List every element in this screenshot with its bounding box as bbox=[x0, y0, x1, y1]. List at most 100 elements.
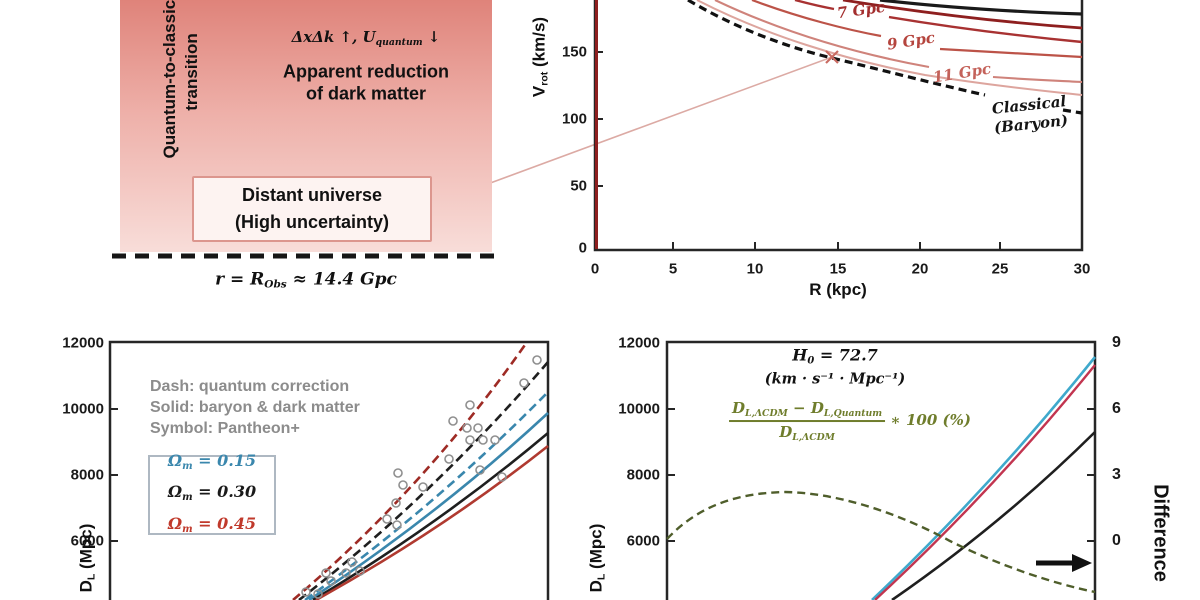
curve-5gpc bbox=[842, 0, 1083, 30]
hubble-ytick-12000: 12000 bbox=[62, 334, 104, 352]
uncertainty-eq-sub: quantum bbox=[375, 36, 423, 48]
robs-equation: r = RObs ≈ 14.4 Gpc bbox=[215, 269, 397, 290]
difference-ylabel: DL (Mpc) bbox=[586, 524, 607, 593]
hubble-solid-blue bbox=[308, 412, 549, 600]
pantheon-scatter bbox=[301, 355, 542, 599]
hubble-ytick-6000: 6000 bbox=[70, 532, 104, 550]
hubble-legend-notes: Dash: quantum correction Solid: baryon &… bbox=[150, 376, 360, 439]
formula-n2: D bbox=[810, 399, 824, 418]
formula-d1: D bbox=[779, 423, 793, 441]
rotation-xtick-10: 10 bbox=[746, 260, 764, 278]
difference-formula: DL,ΛCDM − DL,Quantum DL,ΛCDM ∗ 100 (%) bbox=[729, 399, 971, 443]
omega-030-sub: m bbox=[182, 492, 193, 504]
omega-row-015: Ωm = 0.15 bbox=[168, 448, 256, 479]
difference-right-axis-label: Difference bbox=[1149, 484, 1172, 582]
difference-rtick-3: 3 bbox=[1112, 466, 1121, 483]
h0-units: (km · s⁻¹ · Mpc⁻¹) bbox=[764, 370, 906, 388]
hubble-ylabel-sub: L bbox=[85, 573, 98, 581]
right-axis-arrow-icon bbox=[1072, 554, 1092, 572]
omega-045-sub: m bbox=[182, 523, 193, 535]
omega-015-symbol: Ω bbox=[167, 451, 183, 471]
curve-7gpc bbox=[794, 0, 1083, 44]
rotated-label-line1: Quantum-to-classical bbox=[160, 0, 179, 159]
omega-030-value: = 0.30 bbox=[192, 482, 257, 502]
curve-9gpc bbox=[751, 0, 1083, 59]
rotation-xlabel: R (kpc) bbox=[809, 280, 867, 299]
formula-n1: D bbox=[732, 399, 746, 418]
difference-ylabel-sub: L bbox=[595, 573, 608, 581]
distant-universe-line1: Distant universe bbox=[241, 185, 383, 205]
rotation-tick-marks bbox=[595, 51, 1001, 250]
uncertainty-eq-pre: ΔxΔk ↑, U bbox=[291, 28, 376, 47]
formula-denominator: DL,ΛCDM bbox=[729, 422, 885, 443]
difference-red-line bbox=[874, 364, 1096, 600]
difference-ylabel-pre: D bbox=[586, 580, 606, 593]
rotation-ylabel: Vrot (km/s) bbox=[529, 17, 550, 97]
difference-ytick-12000: 12000 bbox=[618, 334, 660, 352]
formula-n2-sub: L,Quantum bbox=[823, 408, 883, 419]
legend-note-dash: Dash: quantum correction bbox=[150, 378, 350, 395]
rotation-xtick-5: 5 bbox=[668, 260, 678, 278]
difference-ytick-10000: 10000 bbox=[618, 400, 660, 418]
hubble-solid-black bbox=[312, 432, 549, 600]
difference-rtick-0: 0 bbox=[1112, 532, 1121, 549]
robs-eq-pre: r = R bbox=[215, 269, 265, 290]
rotation-ytick-150: 150 bbox=[561, 43, 587, 61]
robs-x-marker bbox=[825, 50, 839, 64]
distant-universe-box: Distant universe (High uncertainty) bbox=[192, 176, 432, 242]
uncertainty-equation: ΔxΔk ↑, Uquantum ↓ bbox=[292, 28, 441, 48]
hubble-ylabel-post: (Mpc) bbox=[76, 523, 96, 574]
robs-eq-post: ≈ 14.4 Gpc bbox=[286, 269, 397, 290]
rotation-ylabel-sub: rot bbox=[538, 71, 551, 86]
curve-classical-baryon bbox=[687, 0, 1083, 115]
difference-black-line bbox=[891, 431, 1096, 600]
difference-ytick-8000: 8000 bbox=[626, 466, 660, 484]
h0-sub: 0 bbox=[807, 355, 815, 367]
rotation-xtick-30: 30 bbox=[1073, 260, 1091, 278]
rotation-ytick-100: 100 bbox=[561, 110, 587, 128]
formula-fraction: DL,ΛCDM − DL,Quantum DL,ΛCDM bbox=[729, 399, 886, 443]
difference-rtick-9: 9 bbox=[1112, 334, 1121, 351]
difference-tick-marks bbox=[667, 408, 1095, 542]
hubble-ytick-8000: 8000 bbox=[70, 466, 104, 484]
formula-numerator: DL,ΛCDM − DL,Quantum bbox=[729, 399, 886, 422]
hubble-dashed-black bbox=[298, 361, 549, 600]
difference-blue-line bbox=[871, 356, 1097, 600]
connector-line bbox=[427, 56, 833, 207]
difference-green-dashed bbox=[666, 490, 1096, 594]
omega-045-symbol: Ω bbox=[167, 513, 183, 533]
rotation-xtick-15: 15 bbox=[829, 260, 847, 278]
hubble-axes bbox=[108, 340, 550, 600]
difference-axes bbox=[665, 340, 1097, 600]
rotation-xtick-0: 0 bbox=[590, 260, 600, 278]
omega-legend-box: Ωm = 0.15 Ωm = 0.30 Ωm = 0.45 bbox=[148, 451, 276, 535]
reduction-text-line1: Apparent reduction bbox=[282, 61, 450, 82]
omega-015-value: = 0.15 bbox=[192, 451, 257, 471]
rotated-label-line2: transition bbox=[182, 33, 201, 111]
uncertainty-eq-post: ↓ bbox=[422, 28, 441, 47]
curve-dark-matter bbox=[879, 0, 1083, 16]
quantum-transition-rotated-label: Quantum-to-classical transition bbox=[159, 0, 203, 158]
curve-11gpc bbox=[714, 0, 1083, 84]
curve-13gpc bbox=[696, 0, 1083, 96]
rotation-xtick-20: 20 bbox=[911, 260, 929, 278]
rotation-ytick-50: 50 bbox=[570, 177, 587, 195]
legend-note-solid: Solid: baryon & dark matter bbox=[150, 399, 360, 416]
legend-note-symbol: Symbol: Pantheon+ bbox=[150, 420, 300, 437]
formula-d1-sub: L,ΛCDM bbox=[792, 431, 835, 443]
difference-ylabel-post: (Mpc) bbox=[586, 523, 606, 574]
omega-row-045: Ωm = 0.45 bbox=[168, 511, 256, 542]
hubble-ylabel: DL (Mpc) bbox=[76, 524, 97, 593]
formula-n1-sub: L,ΛCDM bbox=[745, 408, 788, 419]
h0-annotation: H0 = 72.7 bbox=[792, 345, 878, 366]
rotation-ylabel-pre: V bbox=[529, 85, 549, 98]
hubble-dashed-blue bbox=[304, 391, 549, 600]
formula-multiplier: ∗ 100 (%) bbox=[890, 411, 971, 429]
rotation-ytick-0: 0 bbox=[578, 239, 587, 257]
hubble-tick-marks bbox=[110, 408, 118, 542]
difference-rtick-6: 6 bbox=[1112, 400, 1121, 417]
rotation-ylabel-post: (km/s) bbox=[529, 16, 549, 72]
hubble-ylabel-pre: D bbox=[76, 580, 96, 593]
